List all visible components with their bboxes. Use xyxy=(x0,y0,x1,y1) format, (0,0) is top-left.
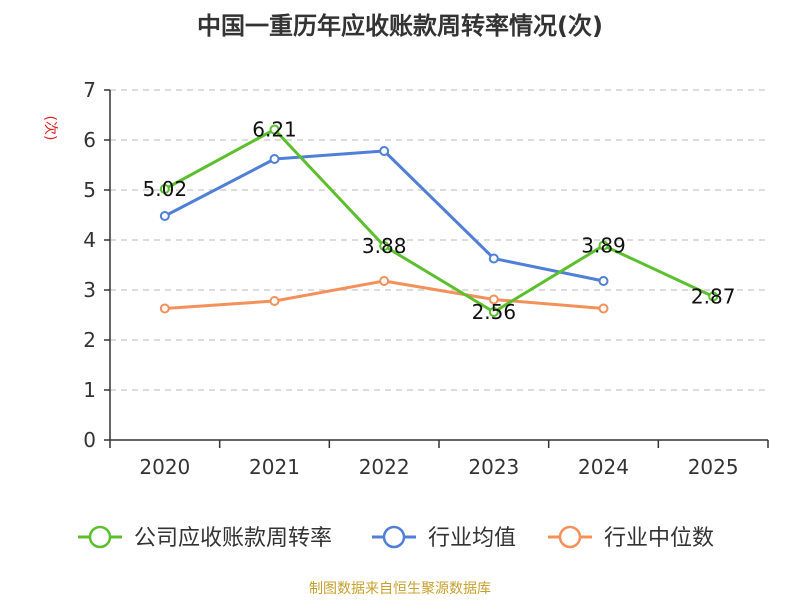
chart-title: 中国一重历年应收账款周转率情况(次) xyxy=(197,12,603,40)
data-point-0-2023 xyxy=(488,307,499,317)
x-tick-label-2022: 2022 xyxy=(359,455,410,479)
data-point-2-2022 xyxy=(379,276,390,286)
y-tick-label-1: 1 xyxy=(83,378,96,402)
legend-marker-1 xyxy=(382,525,406,549)
data-point-0-2020 xyxy=(159,184,170,194)
data-point-0-2021 xyxy=(269,124,280,135)
x-tick-label-2023: 2023 xyxy=(468,455,519,479)
x-tick-label-2020: 2020 xyxy=(139,455,190,479)
data-point-0-2025 xyxy=(708,291,719,302)
data-label-2024: 3.89 xyxy=(581,234,626,258)
data-label-2023: 2.56 xyxy=(472,300,517,324)
data-point-1-2020 xyxy=(159,211,170,221)
data-point-2-2024 xyxy=(598,303,609,314)
x-tick-label-2025: 2025 xyxy=(688,455,739,479)
data-point-1-2021 xyxy=(269,154,280,164)
series-line-1 xyxy=(164,149,604,283)
x-tick-label-2024: 2024 xyxy=(578,455,629,479)
source-note: 制图数据来自恒生聚源数据库 xyxy=(309,581,491,597)
data-label-2022: 3.88 xyxy=(362,234,407,258)
legend-marker-2 xyxy=(558,525,582,549)
data-point-0-2024 xyxy=(598,240,609,251)
data-point-2-2020 xyxy=(159,303,170,314)
y-tick-label-6: 6 xyxy=(83,128,96,152)
legend-marker-0 xyxy=(88,525,112,549)
data-point-1-2024 xyxy=(598,276,609,286)
data-label-2020: 5.02 xyxy=(143,177,188,201)
y-axis-label: (次) xyxy=(42,116,58,141)
y-tick-label-3: 3 xyxy=(83,278,96,302)
data-point-1-2022 xyxy=(379,146,390,156)
data-point-1-2023 xyxy=(488,253,499,264)
data-point-2-2021 xyxy=(269,296,280,306)
y-tick-label-2: 2 xyxy=(83,328,96,352)
y-tick-label-5: 5 xyxy=(83,178,96,202)
series-line-0 xyxy=(164,128,714,314)
legend-label-1: 行业均值 xyxy=(428,526,516,551)
y-tick-label-4: 4 xyxy=(83,228,96,252)
data-point-2-2023 xyxy=(488,294,499,305)
legend-label-0: 公司应收账款周转率 xyxy=(134,526,332,551)
x-tick-label-2021: 2021 xyxy=(249,455,300,479)
legend-label-2: 行业中位数 xyxy=(604,526,714,551)
y-tick-label-0: 0 xyxy=(83,428,96,452)
data-label-2021: 6.21 xyxy=(252,118,297,142)
data-label-2025: 2.87 xyxy=(691,285,736,309)
y-tick-label-7: 7 xyxy=(83,78,96,102)
data-point-0-2022 xyxy=(379,241,390,251)
